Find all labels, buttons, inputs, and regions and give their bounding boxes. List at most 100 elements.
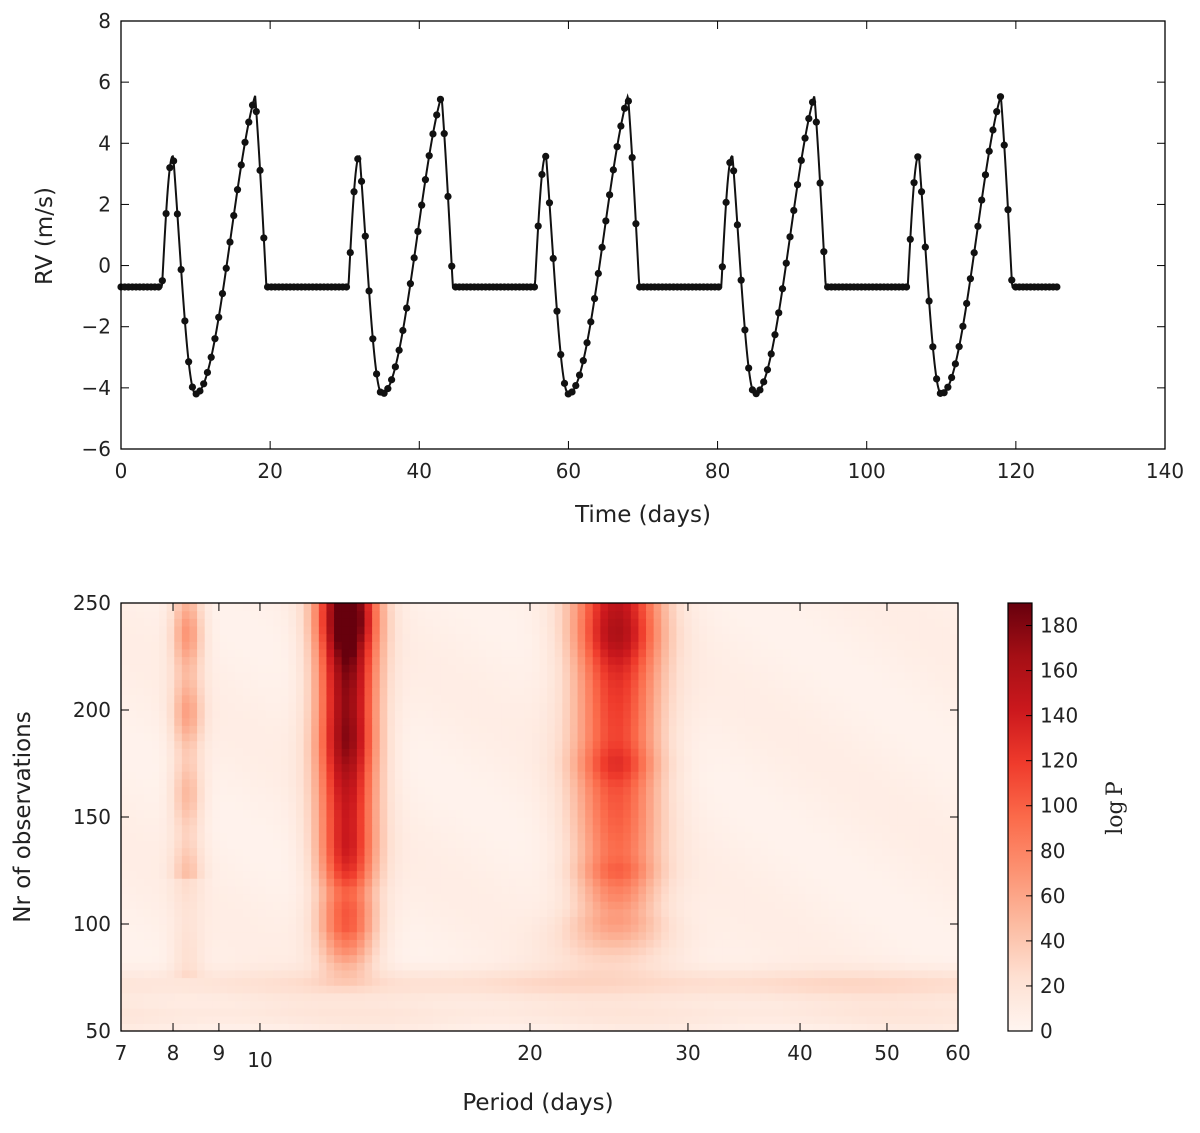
heatmap-cell — [273, 924, 282, 933]
heatmap-cell — [334, 939, 343, 948]
heatmap-cell — [356, 924, 366, 933]
heatmap-cell — [828, 801, 837, 810]
heatmap-cell — [235, 839, 244, 849]
heatmap-cell — [440, 862, 449, 872]
heatmap-cell — [904, 832, 913, 841]
heatmap-cell — [744, 893, 754, 902]
heatmap-cell — [600, 801, 609, 810]
heatmap-cell — [341, 801, 350, 810]
heatmap-cell — [432, 901, 442, 910]
heatmap-cell — [257, 839, 267, 849]
rv-data-point — [245, 118, 253, 126]
heatmap-cell — [440, 992, 449, 1002]
heatmap-cell — [311, 847, 320, 856]
rv-data-point — [162, 209, 170, 218]
heatmap-cell — [501, 732, 510, 742]
heatmap-cell — [235, 710, 244, 719]
heatmap-cell — [554, 946, 563, 956]
rv-data-point — [177, 266, 185, 274]
heatmap-cell — [904, 908, 913, 917]
rv-data-point — [959, 322, 967, 330]
heatmap-cell — [356, 870, 366, 879]
heatmap-cell — [805, 969, 815, 979]
heatmap-cell — [927, 924, 936, 933]
heatmap-cell — [821, 763, 830, 772]
heatmap-cell — [425, 755, 434, 765]
heatmap-cell — [159, 893, 168, 902]
heatmap-cell — [585, 809, 594, 818]
heatmap-cell — [394, 794, 404, 803]
heatmap-cell — [547, 870, 556, 879]
heatmap-cell — [661, 908, 670, 917]
heatmap-cell — [143, 725, 153, 734]
heatmap-cell — [455, 755, 465, 765]
heatmap-cell — [531, 946, 541, 956]
heatmap-cell — [121, 893, 130, 902]
heatmap-cell — [257, 870, 267, 879]
heatmap-cell — [410, 939, 419, 948]
heatmap-cell — [889, 817, 898, 826]
heatmap-cell — [699, 763, 708, 772]
heatmap-cell — [646, 732, 655, 742]
heatmap-cell — [699, 725, 708, 734]
heatmap-cell — [524, 771, 533, 780]
heatmap-cell — [159, 847, 168, 856]
heatmap-cell — [501, 755, 510, 765]
heatmap-cell — [919, 771, 929, 780]
rv-data-point — [726, 159, 734, 167]
heatmap-cell — [821, 954, 830, 963]
heatmap-cell — [326, 977, 335, 986]
heatmap-cell — [394, 832, 404, 841]
heatmap-cell — [630, 893, 640, 902]
heatmap-cell — [509, 763, 518, 772]
heatmap-cell — [159, 732, 168, 742]
heatmap-cell — [128, 878, 137, 887]
heatmap-cell — [189, 801, 198, 810]
heatmap-cell — [159, 717, 168, 726]
heatmap-cell — [151, 992, 160, 1002]
heatmap-cell — [212, 939, 221, 948]
heatmap-cell — [592, 801, 601, 810]
heatmap-cell — [592, 824, 601, 833]
heatmap-cell — [212, 778, 221, 788]
heatmap-cell — [334, 1000, 343, 1009]
heatmap-cell — [691, 878, 700, 887]
heatmap-cell — [151, 748, 160, 757]
heatmap-cell — [935, 710, 944, 719]
heatmap-cell — [630, 908, 640, 917]
heatmap-cell — [661, 992, 670, 1002]
rv-data-point — [801, 134, 809, 142]
heatmap-cell — [143, 862, 153, 872]
heatmap-cell — [204, 931, 213, 940]
heatmap-cell — [509, 794, 518, 803]
heatmap-cell — [821, 985, 830, 994]
heatmap-cell — [813, 878, 822, 887]
heatmap-cell — [486, 801, 495, 810]
heatmap-cell — [615, 847, 624, 856]
heatmap-cell — [866, 885, 875, 895]
heatmap-cell — [653, 954, 662, 963]
heatmap-cell — [402, 725, 411, 734]
heatmap-cell — [859, 862, 868, 872]
heatmap-cell — [744, 885, 754, 895]
heatmap-cell — [562, 924, 571, 933]
heatmap-cell — [782, 710, 792, 719]
heatmap-cell — [121, 962, 130, 971]
heatmap-cell — [547, 908, 556, 917]
heatmap-cell — [296, 962, 305, 971]
heatmap-cell — [356, 931, 366, 940]
heatmap-cell — [577, 862, 586, 872]
heatmap-cell — [592, 1008, 601, 1017]
heatmap-cell — [394, 1015, 404, 1024]
heatmap-cell — [904, 794, 913, 803]
heatmap-cell — [516, 969, 525, 979]
heatmap-cell — [432, 977, 442, 986]
heatmap-cell — [402, 1015, 411, 1024]
heatmap-cell — [706, 1008, 716, 1017]
heatmap-cell — [554, 901, 563, 910]
heatmap-cell — [554, 1000, 563, 1009]
rv-data-point — [944, 383, 952, 391]
heatmap-cell — [592, 901, 601, 910]
heatmap-cell — [166, 893, 175, 902]
heatmap-cell — [760, 878, 769, 887]
